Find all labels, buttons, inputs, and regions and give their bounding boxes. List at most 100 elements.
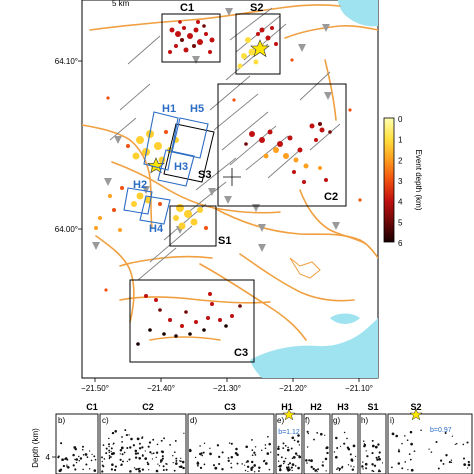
depth-point [148, 469, 150, 471]
panel-title: S1 [367, 402, 378, 412]
depth-point [161, 457, 164, 460]
depth-point [188, 449, 192, 453]
depth-point [144, 450, 146, 452]
colorbar-tick: 4 [398, 198, 403, 207]
depth-point [172, 455, 174, 457]
panel-letter: c) [102, 416, 109, 425]
depth-point [236, 462, 239, 465]
depth-point [251, 449, 254, 451]
lon-label: −21.10° [345, 384, 373, 393]
depth-point [227, 459, 230, 462]
depth-point [110, 450, 112, 453]
depth-point [297, 434, 300, 437]
depth-point [277, 460, 280, 462]
depth-point [151, 458, 154, 460]
depth-point [277, 453, 280, 456]
panel-title: S2 [410, 402, 421, 412]
depth-point [305, 459, 308, 462]
depth-point [298, 444, 301, 446]
depth-point [137, 467, 140, 471]
depth-point [139, 467, 141, 470]
colorbar-tick: 0 [398, 115, 403, 124]
depth-point [437, 467, 440, 470]
blue-boxes [123, 111, 209, 225]
depth-point [179, 460, 181, 462]
depth-point [364, 462, 368, 466]
depth-point [197, 464, 199, 467]
depth-point [120, 463, 123, 466]
depth-point [296, 454, 298, 456]
depth-point [251, 439, 253, 441]
panel-letter: f) [305, 416, 310, 425]
depth-point [241, 463, 243, 465]
depth-point [406, 439, 409, 442]
depth-point [155, 451, 159, 454]
depth-point [282, 447, 285, 449]
depth-point [135, 468, 138, 471]
depth-point [336, 446, 339, 450]
colorbar-tick: 2 [398, 156, 403, 165]
depth-point [290, 447, 293, 450]
box-C1 [161, 13, 221, 63]
depth-point [280, 464, 282, 467]
depth-point [378, 469, 380, 471]
depth-point [366, 455, 369, 458]
depth-point [101, 470, 104, 473]
depth-point [297, 466, 300, 470]
depth-point [94, 458, 97, 461]
depth-point [294, 465, 297, 467]
depth-point [291, 469, 293, 472]
depth-point [408, 453, 411, 455]
depth-point [105, 447, 108, 450]
depth-point [141, 454, 144, 457]
depth-point [138, 456, 142, 460]
depth-point [325, 446, 328, 450]
label-H4: H4 [149, 223, 164, 235]
panel-title: H1 [281, 402, 293, 412]
depth-point [105, 452, 108, 455]
panel-frame-g [331, 413, 359, 474]
depth-point [310, 465, 313, 469]
label-C2: C2 [324, 191, 338, 203]
depth-point [114, 430, 117, 433]
depth-point [286, 467, 289, 470]
depth-point [455, 443, 458, 445]
colorbar-tick: 5 [398, 218, 403, 227]
depth-point [283, 462, 285, 465]
depth-point [209, 447, 211, 450]
panel-letter: i) [390, 416, 395, 425]
depth-point [221, 451, 224, 454]
depth-point [308, 459, 311, 462]
depth-point [310, 459, 313, 463]
depth-point [157, 463, 159, 465]
depth-point [62, 464, 66, 468]
depth-point [354, 455, 357, 458]
depth-point [324, 434, 326, 436]
depth-point [72, 464, 75, 467]
depth-point [463, 463, 467, 466]
depth-point [121, 441, 123, 443]
depth-point [155, 456, 157, 459]
depth-point [60, 442, 63, 445]
panel-frame-b [55, 413, 99, 474]
depth-point [371, 469, 374, 472]
depth-point [128, 434, 130, 436]
depth-point [162, 469, 165, 472]
depth-point [60, 469, 62, 472]
b-value-annotation: b=1.12 [278, 429, 300, 436]
colorbar-tick: 6 [398, 239, 403, 248]
depth-point [82, 468, 84, 471]
depth-point [121, 453, 124, 456]
depth-point [138, 442, 141, 445]
depth-point [270, 451, 272, 453]
depth-point [375, 456, 378, 459]
depth-point [306, 430, 309, 433]
depth-point [112, 442, 115, 445]
depth-point [291, 436, 295, 440]
depth-point [413, 450, 416, 453]
depth-point [365, 467, 368, 470]
depth-point [325, 470, 327, 472]
depth-point [101, 460, 103, 463]
depth-point [119, 453, 121, 455]
